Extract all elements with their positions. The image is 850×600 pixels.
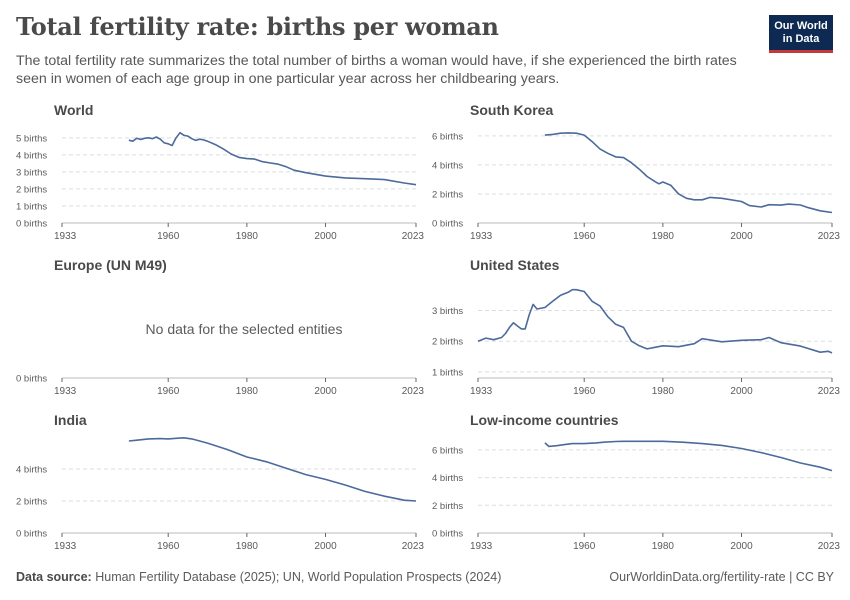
x-tick-label-europe-un-m49: 2023 <box>402 386 425 397</box>
y-tick-label-india: 0 births <box>16 529 47 540</box>
x-tick-label-india: 2023 <box>402 541 425 552</box>
y-tick-label-south-korea: 4 births <box>432 160 463 171</box>
x-tick-label-south-korea: 1933 <box>470 231 493 242</box>
logo-line-2: in Data <box>782 33 820 45</box>
x-tick-label-india: 1980 <box>236 541 259 552</box>
series-line-south-korea[interactable] <box>544 132 833 214</box>
x-tick-label-south-korea: 1960 <box>573 231 596 242</box>
panel-title-united-states: United States <box>470 257 560 273</box>
x-tick-label-south-korea: 1980 <box>652 231 675 242</box>
y-tick-label-low-income-countries: 2 births <box>432 501 463 512</box>
attribution-link[interactable]: OurWorldinData.org/fertility-rate | CC B… <box>609 570 834 584</box>
page-subtitle: The total fertility rate summarizes the … <box>16 53 737 87</box>
series-line-india[interactable] <box>128 437 417 502</box>
y-tick-label-low-income-countries: 0 births <box>432 529 463 540</box>
owid-logo[interactable]: Our World in Data <box>769 15 833 53</box>
series-line-world[interactable] <box>128 131 417 186</box>
y-tick-label-world: 5 births <box>16 133 47 144</box>
x-tick-label-europe-un-m49: 2000 <box>314 386 337 397</box>
x-tick-label-south-korea: 2023 <box>818 231 841 242</box>
x-tick-label-united-states: 1933 <box>470 386 493 397</box>
x-tick-label-world: 1933 <box>54 231 77 242</box>
source-note: Data source: Human Fertility Database (2… <box>16 570 501 584</box>
x-tick-label-world: 2023 <box>402 231 425 242</box>
series-line-low-income-countries[interactable] <box>544 440 833 472</box>
y-tick-label-world: 2 births <box>16 184 47 195</box>
source-text: Human Fertility Database (2025); UN, Wor… <box>95 570 502 584</box>
x-tick-label-south-korea: 2000 <box>730 231 753 242</box>
y-tick-label-south-korea: 6 births <box>432 131 463 142</box>
x-tick-label-europe-un-m49: 1960 <box>157 386 180 397</box>
x-tick-label-india: 1933 <box>54 541 77 552</box>
x-tick-label-india: 1960 <box>157 541 180 552</box>
y-tick-label-india: 2 births <box>16 497 47 508</box>
y-tick-label-low-income-countries: 4 births <box>432 473 463 484</box>
panel-title-south-korea: South Korea <box>470 102 553 118</box>
x-tick-label-europe-un-m49: 1980 <box>236 386 259 397</box>
y-tick-label-world: 4 births <box>16 150 47 161</box>
y-tick-label-south-korea: 2 births <box>432 189 463 200</box>
y-tick-label-united-states: 3 births <box>432 306 463 317</box>
x-tick-label-low-income-countries: 2000 <box>730 541 753 552</box>
panel-title-europe-un-m49: Europe (UN M49) <box>54 257 167 273</box>
x-tick-label-united-states: 1960 <box>573 386 596 397</box>
panel-title-low-income-countries: Low-income countries <box>470 412 619 428</box>
y-tick-label-europe-un-m49: 0 births <box>16 374 47 385</box>
y-tick-label-united-states: 1 births <box>432 367 463 378</box>
x-tick-label-united-states: 1980 <box>652 386 675 397</box>
y-tick-label-low-income-countries: 6 births <box>432 445 463 456</box>
series-line-united-states[interactable] <box>477 288 833 354</box>
page-title: Total fertility rate: births per woman <box>16 12 499 41</box>
x-tick-label-low-income-countries: 1960 <box>573 541 596 552</box>
x-tick-label-low-income-countries: 1980 <box>652 541 675 552</box>
x-tick-label-india: 2000 <box>314 541 337 552</box>
x-tick-label-united-states: 2000 <box>730 386 753 397</box>
y-tick-label-south-korea: 0 births <box>432 219 463 230</box>
logo-line-1: Our World <box>774 20 828 32</box>
y-tick-label-united-states: 2 births <box>432 337 463 348</box>
x-tick-label-low-income-countries: 1933 <box>470 541 493 552</box>
panel-title-india: India <box>54 412 87 428</box>
x-tick-label-europe-un-m49: 1933 <box>54 386 77 397</box>
y-tick-label-world: 3 births <box>16 167 47 178</box>
panel-title-world: World <box>54 102 93 118</box>
y-tick-label-world: 1 births <box>16 201 47 212</box>
x-tick-label-low-income-countries: 2023 <box>818 541 841 552</box>
no-data-message: No data for the selected entities <box>146 321 343 337</box>
x-tick-label-world: 1960 <box>157 231 180 242</box>
x-tick-label-world: 2000 <box>314 231 337 242</box>
x-tick-label-world: 1980 <box>236 231 259 242</box>
x-tick-label-united-states: 2023 <box>818 386 841 397</box>
source-label: Data source: <box>16 570 92 584</box>
y-tick-label-india: 4 births <box>16 465 47 476</box>
y-tick-label-world: 0 births <box>16 219 47 230</box>
